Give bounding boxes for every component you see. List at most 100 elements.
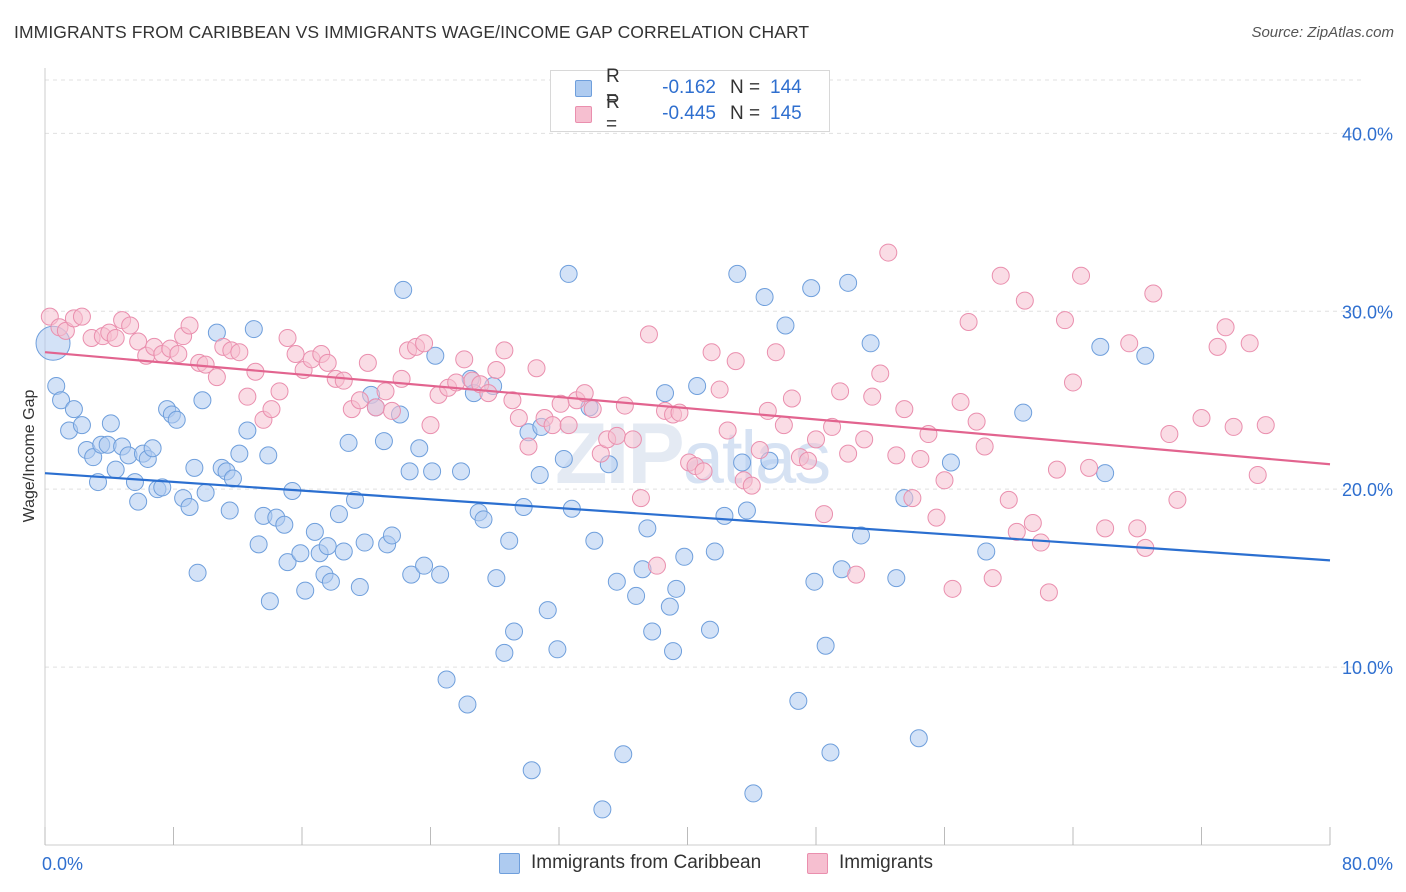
caribbean-point [185,458,204,477]
y-tick-label: 10.0% [1342,658,1393,678]
series-label: Immigrants from Caribbean [531,852,762,873]
immigrants-point [230,343,249,362]
series-legend-immigrants[interactable]: Immigrants [807,852,933,874]
immigrants-point [455,350,474,369]
immigrants-point [991,266,1010,285]
immigrants-point [543,416,562,435]
immigrants-point [999,490,1018,509]
immigrants-point [927,508,946,527]
immigrants-point [479,384,498,403]
immigrants-point [180,316,199,335]
immigrants-point [1216,318,1235,337]
caribbean-point [180,497,199,516]
caribbean-point [52,391,71,410]
x-tick-label-left: 0.0% [42,854,83,874]
caribbean-point [196,483,215,502]
caribbean-point [101,414,120,433]
immigrants-point [750,441,769,460]
caribbean-point [259,446,278,465]
caribbean-point [715,506,734,525]
caribbean-point [321,572,340,591]
immigrants-point [1096,519,1115,538]
immigrants-point [1031,533,1050,552]
caribbean-point [688,377,707,395]
caribbean-point [153,478,172,497]
immigrants-point [766,343,785,362]
immigrants-point [718,421,737,440]
immigrants-point [967,412,986,431]
immigrants-point [623,430,642,449]
immigrants-point [983,569,1002,588]
immigrants-point [519,437,538,456]
caribbean-point [538,601,557,620]
immigrants-point [1039,583,1058,602]
caribbean-point [400,462,419,481]
immigrants-point [358,353,377,372]
caribbean-point [728,264,747,283]
chart-title: IMMIGRANTS FROM CARIBBEAN VS IMMIGRANTS … [14,22,810,42]
caribbean-point [1091,337,1110,356]
immigrants-point [807,430,825,449]
immigrants-point [798,451,817,470]
immigrants-point [959,312,978,331]
caribbean-point [1096,464,1115,483]
immigrants-point [615,396,634,415]
immigrants-point [1224,417,1243,436]
caribbean-point [143,439,162,458]
caribbean-point [554,449,573,468]
immigrants-point [742,476,761,495]
immigrants-point [495,341,514,360]
immigrants-point [575,384,594,403]
caribbean-point [941,453,960,472]
caribbean-point [350,578,369,597]
immigrants-point [855,430,874,449]
immigrants-point [1023,513,1042,532]
caribbean-point [238,421,257,440]
immigrants-point [815,505,834,524]
caribbean-point [495,643,514,662]
caribbean-point [334,542,353,561]
immigrants-point [631,489,650,508]
immigrants-point [1208,337,1227,356]
legend-n-label: N = [730,77,761,98]
series-legend-caribbean[interactable]: Immigrants from Caribbean [499,852,761,874]
immigrants-point [1128,519,1147,538]
caribbean-point [220,501,239,520]
immigrants-point [1072,266,1091,285]
immigrants-point [207,368,226,387]
caribbean-point [318,537,337,556]
caribbean-point [230,444,249,463]
caribbean-point [426,346,445,365]
immigrants-point [169,344,188,363]
immigrants-point [509,409,528,428]
caribbean-point [585,531,604,550]
caribbean-point [530,465,549,484]
legend-r-label: R = [606,92,620,135]
caribbean-point [437,670,456,689]
legend-n-value: 144 [770,77,802,98]
caribbean-point [789,691,808,710]
immigrants-point [421,416,440,435]
immigrants-point [1192,409,1211,428]
x-tick-label-right: 80.0% [1342,854,1393,874]
caribbean-point [278,553,297,572]
caribbean-trend-line [44,472,1331,562]
caribbean-point [816,636,835,655]
caribbean-point [260,592,279,611]
caribbean-point [548,640,567,659]
caribbean-point [329,505,348,524]
immigrants-point [334,371,353,390]
caribbean-point [614,745,633,764]
caribbean-point [909,729,928,748]
immigrants-point [238,387,257,406]
immigrants-point [503,391,522,410]
caribbean-point [275,515,294,534]
immigrants-point [415,334,434,353]
immigrants-point [879,243,898,262]
immigrants-point [1248,465,1267,484]
immigrants-point [607,426,626,445]
immigrants-point [376,382,395,401]
caribbean-point [339,433,358,452]
immigrants-point [270,382,289,401]
